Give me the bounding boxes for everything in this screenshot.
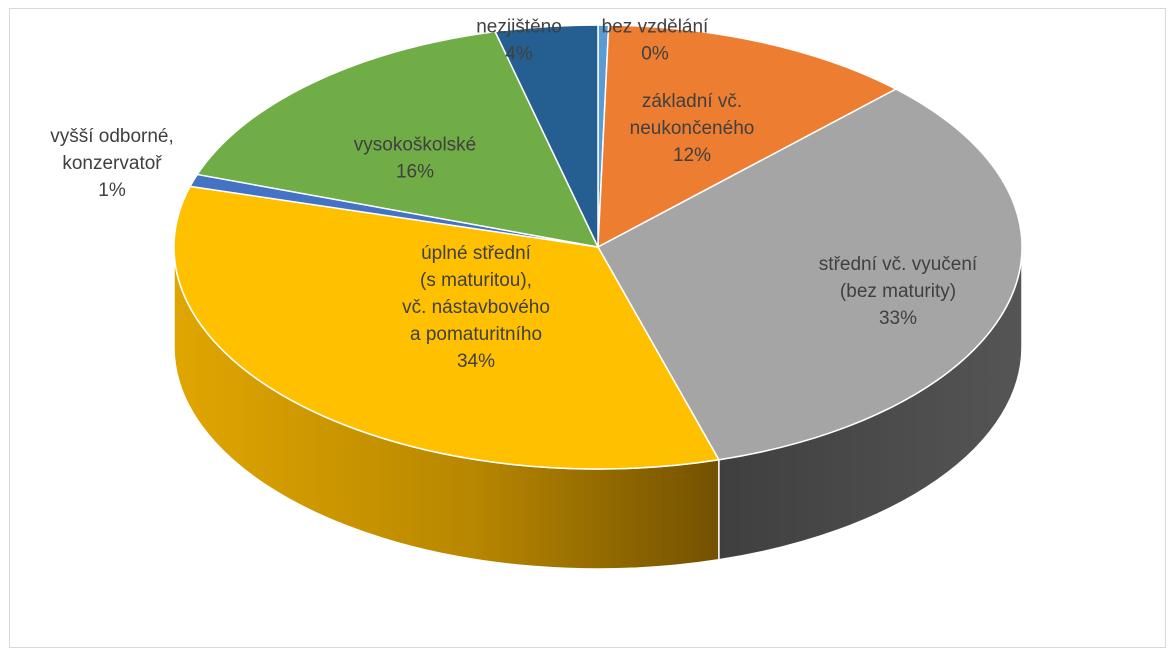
slice-nezjisteno-label: nezjištěno 4%	[476, 17, 562, 65]
slice-stredni-vyuceni	[597, 88, 1023, 461]
slice-vysokoskolske-label: vysokoškolské 16%	[354, 135, 477, 183]
slice-bez-vzdelani-label: bez vzdělání 0%	[602, 17, 709, 65]
slice-stredni-vyuceni-label: střední vč. vyučení (bez maturity) 33%	[819, 254, 978, 329]
slice-uplne-stredni	[173, 185, 720, 470]
slice-zakladni-label: základní vč. neukončeného 12%	[630, 91, 755, 166]
slice-uplne-stredni-label: úplné střední (s maturitou), vč. nástavbov…	[402, 243, 550, 372]
slice-nezjisteno	[494, 24, 599, 248]
slice-vysokoskolske	[196, 30, 599, 248]
slice-zakladni	[597, 24, 897, 248]
slice-vyssi-odborne-label: vyšší odborné, konzervatoř 1%	[50, 126, 174, 201]
